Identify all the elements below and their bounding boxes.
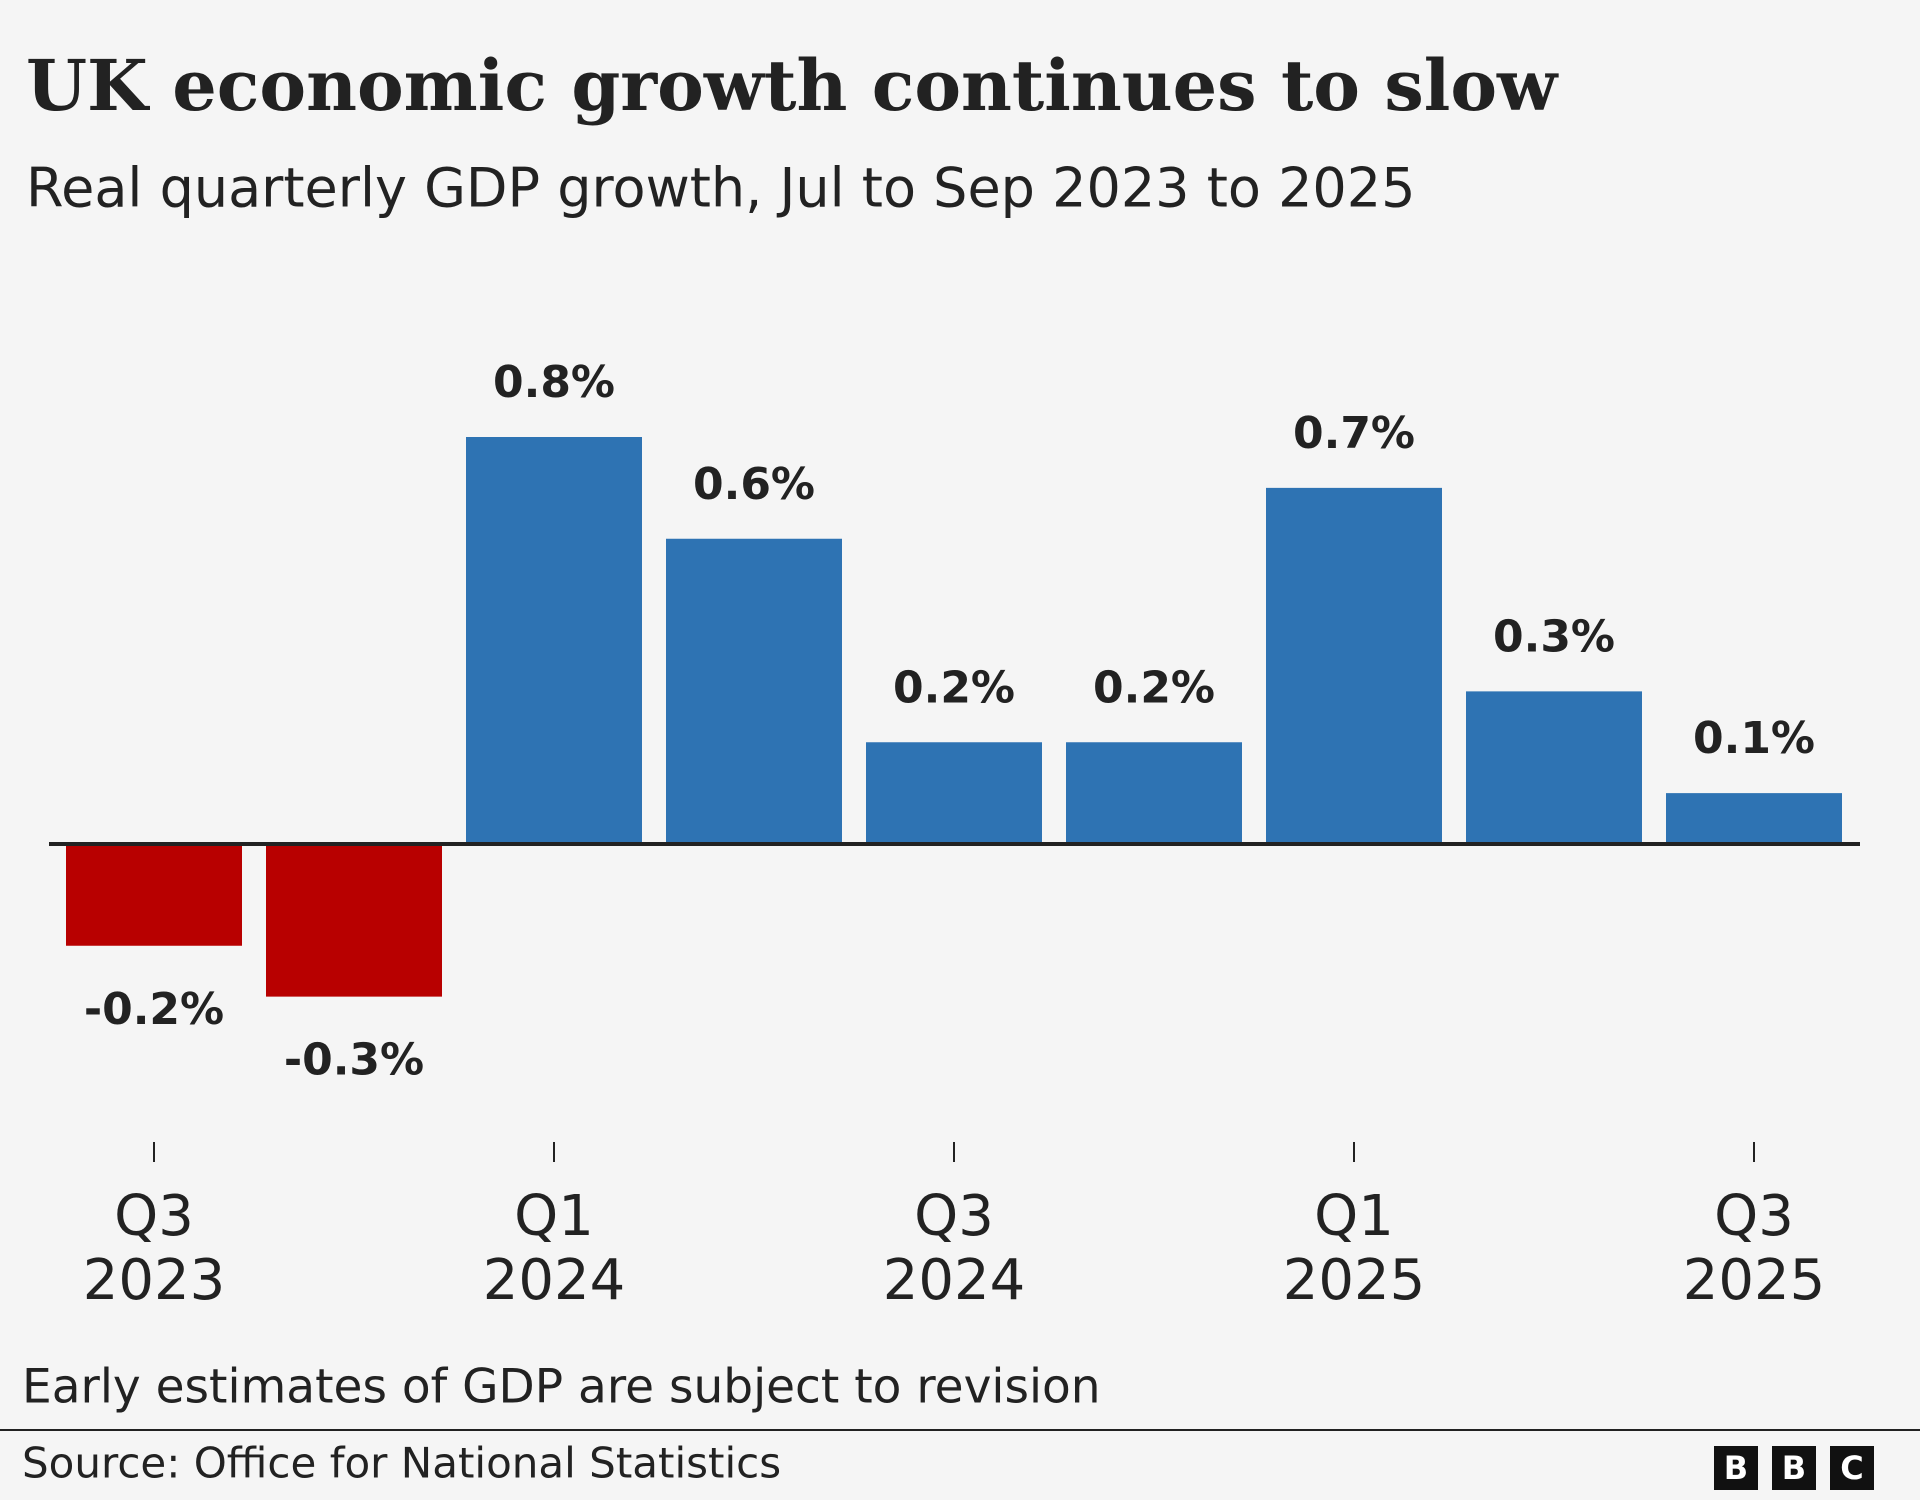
value-label: 0.2%	[1093, 662, 1215, 713]
value-label: 0.8%	[493, 357, 615, 408]
logo-letter: B	[1782, 1449, 1806, 1487]
logo-letter: C	[1840, 1449, 1863, 1487]
value-label: -0.3%	[284, 1035, 424, 1086]
x-tick-label: Q3 2024	[883, 1184, 1026, 1313]
chart-title: UK economic growth continues to slow	[26, 44, 1559, 127]
source: Source: Office for National Statistics	[22, 1439, 781, 1488]
value-label: 0.2%	[893, 662, 1015, 713]
bar	[66, 844, 242, 946]
bar	[1466, 691, 1642, 844]
value-label: -0.2%	[84, 984, 224, 1035]
note: Early estimates of GDP are subject to re…	[22, 1360, 1101, 1415]
bar	[266, 844, 442, 997]
bar	[666, 538, 842, 844]
value-label: 0.1%	[1693, 713, 1815, 764]
value-label: 0.7%	[1293, 408, 1415, 459]
x-tick-label: Q1 2024	[483, 1184, 626, 1313]
x-tick-label: Q3 2025	[1683, 1184, 1826, 1313]
x-tick-label: Q1 2025	[1283, 1184, 1426, 1313]
value-label: 0.3%	[1493, 611, 1615, 662]
value-label: 0.6%	[693, 459, 815, 510]
x-tick-label: Q3 2023	[83, 1184, 226, 1313]
bar	[866, 742, 1042, 844]
logo-block	[1830, 1446, 1874, 1490]
bar	[1266, 487, 1442, 844]
logo-block	[1714, 1446, 1758, 1490]
logo-letter: B	[1724, 1449, 1748, 1487]
logo-block	[1772, 1446, 1816, 1490]
bar	[466, 437, 642, 844]
bar	[1066, 742, 1242, 844]
chart-subtitle: Real quarterly GDP growth, Jul to Sep 20…	[26, 157, 1416, 220]
bar	[1666, 793, 1842, 844]
